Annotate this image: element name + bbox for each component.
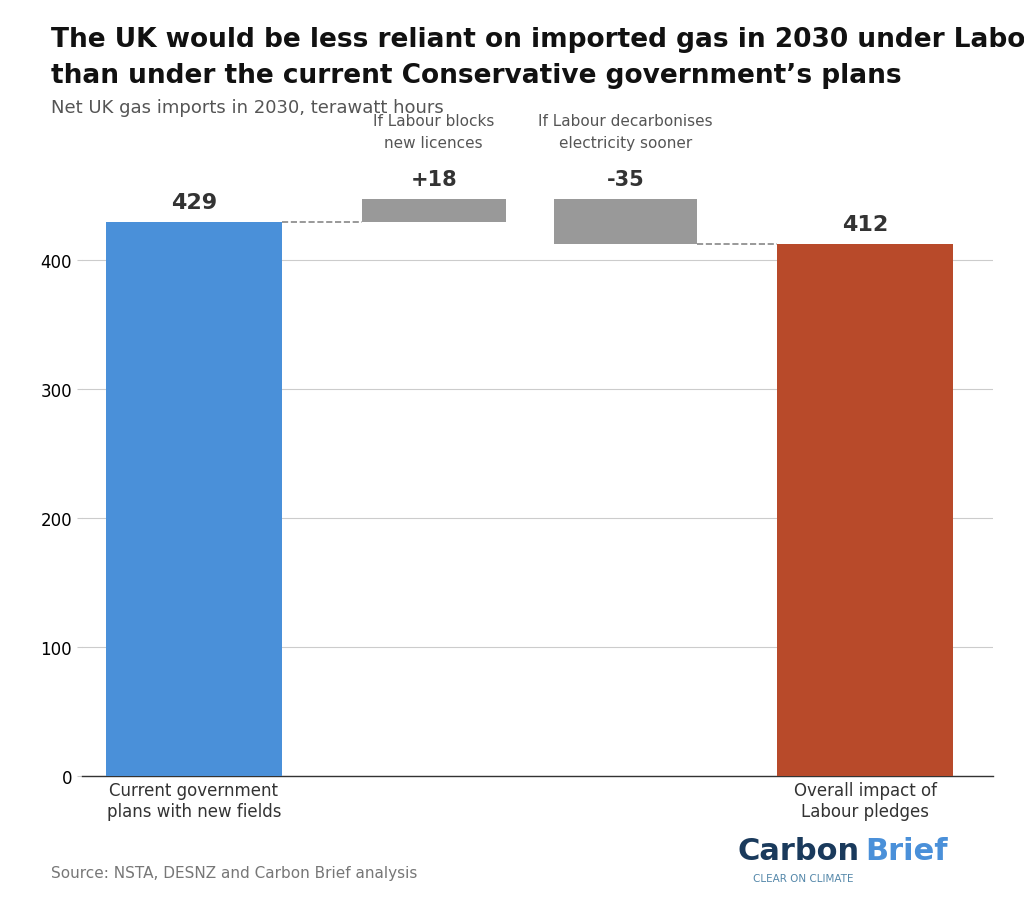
- Bar: [105, 223, 282, 777]
- Text: 412: 412: [843, 215, 889, 235]
- Text: Brief: Brief: [865, 836, 948, 865]
- Text: electricity sooner: electricity sooner: [559, 136, 692, 151]
- Text: If Labour blocks: If Labour blocks: [373, 114, 495, 129]
- Text: new licences: new licences: [384, 136, 483, 151]
- Bar: [777, 245, 953, 777]
- Text: CLEAR ON CLIMATE: CLEAR ON CLIMATE: [753, 873, 853, 883]
- Text: +18: +18: [411, 170, 457, 190]
- Text: Source: NSTA, DESNZ and Carbon Brief analysis: Source: NSTA, DESNZ and Carbon Brief ana…: [51, 865, 418, 880]
- Text: The UK would be less reliant on imported gas in 2030 under Labour: The UK would be less reliant on imported…: [51, 27, 1024, 53]
- Text: -35: -35: [606, 170, 644, 190]
- Text: If Labour decarbonises: If Labour decarbonises: [539, 114, 713, 129]
- Bar: [361, 200, 506, 223]
- Text: Net UK gas imports in 2030, terawatt hours: Net UK gas imports in 2030, terawatt hou…: [51, 99, 444, 117]
- Text: than under the current Conservative government’s plans: than under the current Conservative gove…: [51, 63, 902, 89]
- Text: Carbon: Carbon: [737, 836, 859, 865]
- Text: 429: 429: [171, 193, 217, 213]
- Bar: [554, 200, 697, 245]
